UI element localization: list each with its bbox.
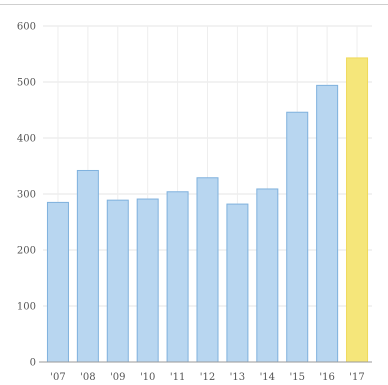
bar (316, 84, 339, 363)
bar (196, 177, 219, 363)
bar (256, 188, 279, 363)
bar (286, 111, 309, 363)
bar (226, 203, 249, 363)
x-tick-label: '17 (349, 372, 364, 383)
x-tick-label: '08 (80, 372, 95, 383)
x-tick-label: '12 (200, 372, 215, 383)
x-tick-label: '15 (289, 372, 304, 383)
y-tick-label: 100 (17, 302, 36, 313)
y-tick-label: 500 (17, 78, 36, 89)
bar (166, 191, 189, 363)
y-tick-label: 200 (17, 246, 36, 257)
bar (76, 169, 99, 363)
bar (136, 198, 159, 363)
x-tick-label: '07 (50, 372, 65, 383)
y-tick-labels: 0 100 200 300 400 500 600 (17, 22, 36, 369)
x-tick-label: '09 (110, 372, 125, 383)
top-border (0, 4, 388, 5)
x-tick-label: '13 (230, 372, 245, 383)
y-tick-label: 0 (30, 358, 36, 369)
y-tick-label: 300 (17, 190, 36, 201)
x-tick-labels: '07 '08 '09 '10 '11 '12 '13 '14 '15 '16 '17 (50, 372, 365, 383)
x-tick-label: '10 (140, 372, 155, 383)
bar-highlight (346, 57, 369, 363)
x-tick-label: '16 (319, 372, 334, 383)
bar (46, 201, 69, 363)
bar (106, 199, 129, 363)
y-tick-label: 600 (17, 22, 36, 33)
chart-bars (46, 57, 369, 363)
x-tick-label: '11 (170, 372, 185, 383)
y-tick-label: 400 (17, 134, 36, 145)
x-tick-label: '14 (260, 372, 275, 383)
